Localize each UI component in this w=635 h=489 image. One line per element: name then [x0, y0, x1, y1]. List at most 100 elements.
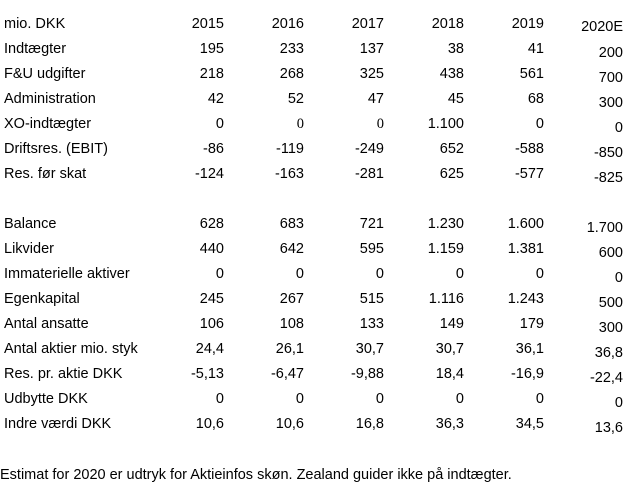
table-cell: -6,47 [270, 366, 304, 382]
table-row: F&U udgifter 218 268 325 438 561 700 [0, 63, 635, 86]
header-year-2019: 2019 [511, 16, 544, 32]
table-row: Indre værdi DKK 10,6 10,6 16,8 36,3 34,5 13,6 [0, 413, 635, 436]
table-cell: 325 [359, 66, 384, 82]
table-cell: -119 [276, 141, 304, 157]
table-cell: 1.243 [507, 291, 544, 307]
table-cell: -86 [203, 141, 224, 157]
table-row: Indtægter 195 233 137 38 41 200 [0, 38, 635, 61]
table-cell: 595 [359, 241, 384, 257]
table-cell: 1.230 [427, 216, 464, 232]
table-cell: 721 [359, 216, 384, 232]
table-row: XO-indtægter 0 0 0 1.100 0 0 [0, 113, 635, 136]
row-label: Res. pr. aktie DKK [4, 366, 123, 382]
table-cell: 218 [199, 66, 224, 82]
table-cell: -163 [274, 166, 304, 182]
row-label: Res. før skat [4, 166, 87, 182]
header-year-2017: 2017 [351, 16, 384, 32]
table-row: Res. før skat -124 -163 -281 625 -577 -825 [0, 163, 635, 186]
table-cell: 0 [376, 116, 384, 132]
table-cell: 0 [295, 391, 304, 407]
table-cell: 0 [455, 391, 464, 407]
table-cell: 500 [598, 295, 623, 311]
table-cell: 1.116 [428, 291, 464, 307]
table-row: Antal ansatte 106 108 133 149 179 300 [0, 313, 635, 336]
table-cell: 438 [439, 66, 464, 82]
table-cell: 26,1 [275, 341, 304, 357]
table-cell: -281 [354, 166, 384, 182]
row-label: Driftsres. (EBIT) [4, 141, 108, 157]
table-cell: 30,7 [435, 341, 464, 357]
table-cell: 1.700 [586, 220, 623, 236]
table-row: Antal aktier mio. styk 24,4 26,1 30,7 30,7 36… [0, 338, 635, 361]
table-cell: 36,1 [515, 341, 544, 357]
table-cell: 16,8 [355, 416, 384, 432]
table-cell: 200 [598, 45, 623, 61]
table-cell: 0 [535, 391, 544, 407]
table-cell: 108 [279, 316, 304, 332]
table-cell: 642 [279, 241, 304, 257]
row-label: Udbytte DKK [4, 391, 88, 407]
table-cell: 300 [598, 320, 623, 336]
table-cell: -850 [593, 145, 623, 161]
table-cell: -124 [194, 166, 224, 182]
table-cell: 0 [455, 266, 464, 282]
table-header-row: mio. DKK 2015 2016 2017 2018 2019 2020E [0, 13, 635, 35]
header-year-2020e: 2020E [581, 19, 623, 35]
table-cell: 268 [279, 66, 304, 82]
table-cell: 195 [199, 41, 224, 57]
table-cell: 0 [535, 116, 544, 132]
table-cell: 0 [295, 266, 304, 282]
table-cell: 0 [614, 270, 623, 286]
table-cell: 300 [598, 95, 623, 111]
row-label: Antal ansatte [4, 316, 89, 332]
table-row: Balance 628 683 721 1.230 1.600 1.700 [0, 213, 635, 236]
table-cell: -588 [514, 141, 544, 157]
row-label: Egenkapital [4, 291, 80, 307]
table-cell: 0 [215, 391, 224, 407]
table-cell: 24,4 [195, 341, 224, 357]
row-label: Indtægter [4, 41, 67, 57]
table-cell: -5,13 [190, 366, 224, 382]
table-cell: 137 [359, 41, 384, 57]
row-label: XO-indtægter [4, 116, 92, 132]
table-cell: 0 [215, 266, 224, 282]
header-label: mio. DKK [4, 16, 66, 32]
table-cell: 133 [359, 316, 384, 332]
table-cell: 0 [375, 391, 384, 407]
row-label: Immaterielle aktiver [4, 266, 130, 282]
table-row: Res. pr. aktie DKK -5,13 -6,47 -9,88 18,4 -16… [0, 363, 635, 386]
table-cell: 36,3 [435, 416, 464, 432]
header-year-2016: 2016 [271, 16, 304, 32]
table-cell: 179 [519, 316, 544, 332]
table-cell: 561 [519, 66, 544, 82]
row-label: Balance [4, 216, 57, 232]
table-cell: 18,4 [435, 366, 464, 382]
table-cell: 0 [296, 116, 304, 132]
table-cell: 30,7 [355, 341, 384, 357]
table-cell: 38 [447, 41, 464, 57]
row-label: Likvider [4, 241, 54, 257]
table-cell: 0 [614, 395, 623, 411]
table-cell: 245 [199, 291, 224, 307]
table-cell: 1.159 [427, 241, 464, 257]
table-cell: 47 [367, 91, 384, 107]
table-row: Egenkapital 245 267 515 1.116 1.243 500 [0, 288, 635, 311]
row-label: Administration [4, 91, 96, 107]
table-cell: -249 [354, 141, 384, 157]
table-cell: 1.100 [427, 116, 464, 132]
table-cell: 36,8 [594, 345, 623, 361]
table-cell: -16,9 [510, 366, 544, 382]
table-cell: 1.600 [507, 216, 544, 232]
table-cell: 652 [439, 141, 464, 157]
header-year-2018: 2018 [431, 16, 464, 32]
header-year-2015: 2015 [191, 16, 224, 32]
table-cell: 149 [439, 316, 464, 332]
table-cell: 440 [199, 241, 224, 257]
table-cell: 41 [527, 41, 544, 57]
row-label: F&U udgifter [4, 66, 86, 82]
table-cell: 628 [199, 216, 224, 232]
table-cell: 45 [447, 91, 464, 107]
table-cell: 10,6 [275, 416, 304, 432]
table-row: Administration 42 52 47 45 68 300 [0, 88, 635, 111]
table-cell: 233 [279, 41, 304, 57]
